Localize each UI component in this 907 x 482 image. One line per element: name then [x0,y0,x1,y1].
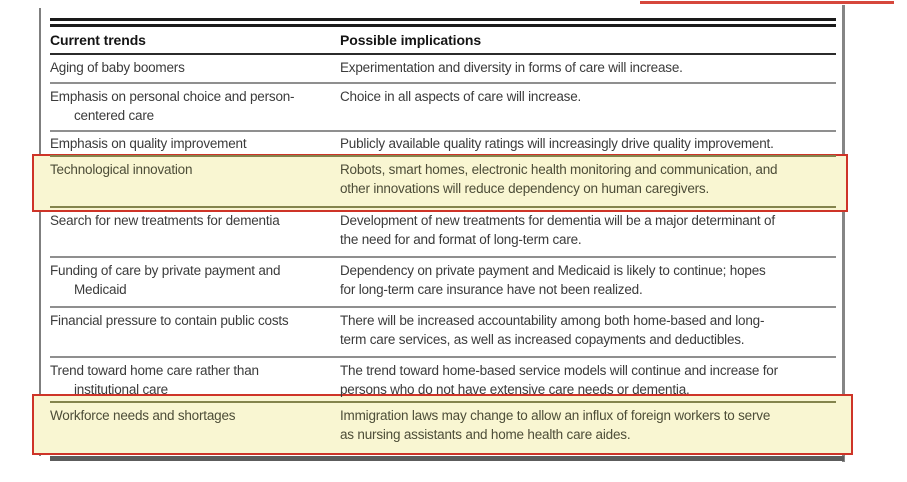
table-row: Technological innovation Robots, smart h… [50,155,836,206]
implication-cell: Publicly available quality ratings will … [340,136,774,151]
page-rule-right [842,5,845,462]
table-top-rule [50,18,836,27]
trend-cell: Trend toward home care rather than insti… [50,363,259,397]
table-row: Funding of care by private payment and M… [50,256,836,306]
table-row: Emphasis on personal choice and person- … [50,82,836,130]
trends-implications-table: Current trends Possible implications Agi… [50,18,844,461]
trend-cell: Workforce needs and shortages [50,408,236,423]
implication-cell: Experimentation and diversity in forms o… [340,60,683,75]
implication-cell: Robots, smart homes, electronic health m… [340,162,778,196]
trend-cell: Technological innovation [50,162,193,177]
table-row: Emphasis on quality improvement Publicly… [50,130,836,155]
trend-cell: Funding of care by private payment and M… [50,263,281,297]
implication-cell: Dependency on private payment and Medica… [340,263,766,297]
trend-cell: Search for new treatments for dementia [50,213,280,228]
annotation-box-workforce-needs [32,394,853,455]
annotation-line-top-right [640,1,894,4]
table-bottom-rule [50,456,844,461]
table-row: Trend toward home care rather than insti… [50,356,836,401]
table-row: Workforce needs and shortages Immigratio… [50,401,836,456]
table-row: Search for new treatments for dementia D… [50,206,836,256]
implication-cell: Choice in all aspects of care will incre… [340,89,582,104]
table-row: Financial pressure to contain public cos… [50,306,836,356]
implication-cell: The trend toward home-based service mode… [340,363,778,397]
page-rule-left [39,8,41,456]
annotation-box-technological-innovation [32,154,848,212]
implication-cell: Development of new treatments for dement… [340,213,775,247]
implication-cell: There will be increased accountability a… [340,313,765,347]
trend-cell: Emphasis on personal choice and person- … [50,89,295,123]
column-header-current-trends: Current trends [50,32,146,48]
table-body: Aging of baby boomers Experimentation an… [50,55,836,456]
column-header-possible-implications: Possible implications [340,32,482,48]
implication-cell: Immigration laws may change to allow an … [340,408,771,442]
trend-cell: Financial pressure to contain public cos… [50,313,289,328]
table-header-row: Current trends Possible implications [50,27,836,55]
table-row: Aging of baby boomers Experimentation an… [50,55,836,82]
trend-cell: Aging of baby boomers [50,60,185,75]
trend-cell: Emphasis on quality improvement [50,136,247,151]
